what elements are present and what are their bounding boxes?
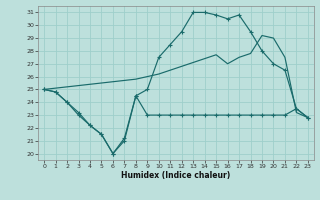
X-axis label: Humidex (Indice chaleur): Humidex (Indice chaleur)	[121, 171, 231, 180]
